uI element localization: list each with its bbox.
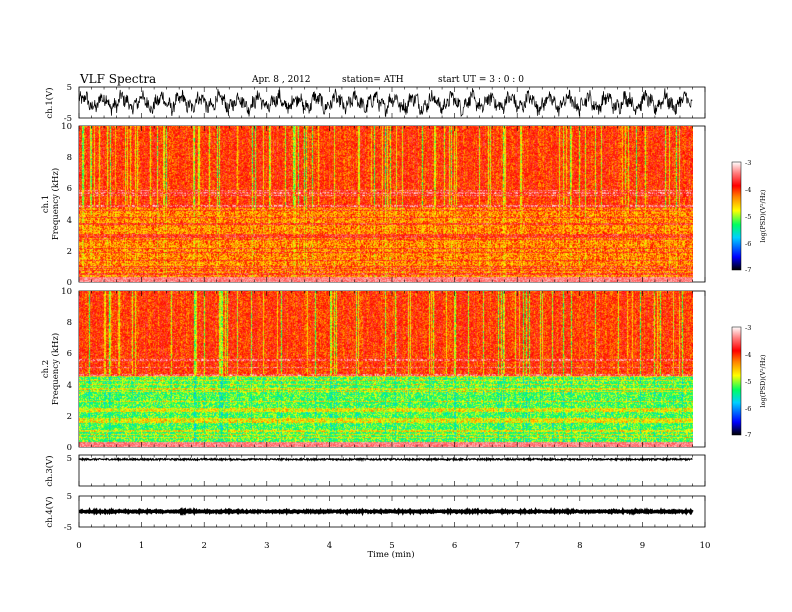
ch4-waveform-ylabel: ch.4(V) bbox=[44, 496, 55, 527]
ch2-ytick-0: 0 bbox=[67, 443, 72, 453]
ch2-ytick-2: 2 bbox=[67, 412, 72, 422]
ch4-ytick-bottom: -5 bbox=[64, 523, 72, 533]
ch1-ytick-2: 2 bbox=[67, 247, 72, 257]
start-time-label: start UT = 3 : 0 : 0 bbox=[438, 75, 524, 85]
ch2-channel-label: ch.2 bbox=[41, 360, 51, 378]
ch3-waveform-line bbox=[78, 456, 693, 463]
ch2-ytick-8: 8 bbox=[67, 318, 72, 328]
ch2-ytick-6: 6 bbox=[67, 349, 72, 359]
figure-title: VLF Spectra bbox=[79, 72, 156, 86]
ch1-ytick-0: 0 bbox=[67, 278, 72, 288]
ch1-spectrogram-panel: 0 2 4 6 8 10 ch.1 Frequency (kHz) -3 -4 … bbox=[41, 122, 767, 288]
ch1-cbtick-m4: -4 bbox=[745, 186, 751, 194]
x-tick-label-3: 3 bbox=[264, 541, 269, 551]
time-axis-tick-labels: 0 1 2 3 4 5 6 7 8 9 10 bbox=[76, 541, 710, 551]
time-axis-ticks bbox=[78, 87, 706, 527]
ch4-waveform-panel: 5 -5 ch.4(V) bbox=[44, 492, 706, 533]
ch2-spectrogram-panel: 0 2 4 6 8 10 ch.2 Frequency (kHz) -3 -4 … bbox=[41, 287, 767, 453]
ch2-frequency-ylabel: Frequency (kHz) bbox=[50, 333, 61, 405]
ch3-waveform-panel: 5 ch.3(V) bbox=[44, 454, 706, 487]
ch2-cbtick-m3: -3 bbox=[745, 324, 751, 332]
ch1-colorbar-label: log(PSD)(V²/Hz) bbox=[759, 189, 767, 242]
ch2-cbtick-m5: -5 bbox=[745, 378, 751, 386]
ch1-frequency-ylabel: Frequency (kHz) bbox=[50, 168, 61, 240]
x-tick-label-5: 5 bbox=[389, 541, 394, 551]
ch2-cbtick-m6: -6 bbox=[745, 405, 751, 413]
x-tick-label-4: 4 bbox=[327, 541, 332, 551]
ch1-cbtick-m3: -3 bbox=[745, 159, 751, 167]
ch1-ytick-6: 6 bbox=[67, 184, 72, 194]
ch2-colorbar bbox=[731, 326, 742, 436]
ch3-ytick-top: 5 bbox=[67, 454, 72, 464]
ch1-waveform-line bbox=[78, 88, 693, 118]
ch1-ytick-10: 10 bbox=[61, 122, 72, 132]
ch2-spectrogram-image bbox=[79, 291, 693, 447]
ch1-waveform-panel: 5 -5 ch.1(V) bbox=[44, 83, 706, 124]
ch1-cbtick-m6: -6 bbox=[745, 240, 751, 248]
x-tick-label-0: 0 bbox=[76, 541, 81, 551]
ch4-waveform-line bbox=[78, 506, 694, 517]
date-label: Apr. 8 , 2012 bbox=[251, 75, 311, 85]
ch1-spectrogram-image bbox=[79, 126, 693, 282]
ch1-ytick-8: 8 bbox=[67, 153, 72, 163]
ch1-ytick-4: 4 bbox=[67, 216, 72, 226]
ch2-colorbar-label: log(PSD)(V²/Hz) bbox=[759, 354, 767, 407]
ch1-cbtick-m7: -7 bbox=[745, 266, 751, 274]
time-axis-label: Time (min) bbox=[367, 549, 414, 560]
ch1-ytick-bottom: -5 bbox=[64, 114, 72, 124]
ch2-cbtick-m4: -4 bbox=[745, 351, 751, 359]
ch2-ytick-4: 4 bbox=[67, 381, 72, 391]
x-tick-label-7: 7 bbox=[514, 541, 519, 551]
x-tick-label-6: 6 bbox=[452, 541, 457, 551]
ch1-colorbar bbox=[731, 161, 742, 271]
x-tick-label-2: 2 bbox=[201, 541, 206, 551]
x-tick-label-1: 1 bbox=[139, 541, 144, 551]
station-label: station= ATH bbox=[342, 75, 404, 85]
ch2-ytick-10: 10 bbox=[61, 287, 72, 297]
ch1-spectrogram-yticks: 0 2 4 6 8 10 bbox=[61, 122, 72, 288]
ch3-waveform-ylabel: ch.3(V) bbox=[44, 455, 55, 486]
ch2-spectrogram-yticks: 0 2 4 6 8 10 bbox=[61, 287, 72, 453]
x-tick-label-9: 9 bbox=[640, 541, 645, 551]
x-tick-label-8: 8 bbox=[577, 541, 582, 551]
ch2-cbtick-m7: -7 bbox=[745, 431, 751, 439]
ch1-ytick-top: 5 bbox=[67, 83, 72, 93]
ch1-waveform-ylabel: ch.1(V) bbox=[44, 87, 55, 118]
ch1-cbtick-m5: -5 bbox=[745, 213, 751, 221]
x-tick-label-10: 10 bbox=[700, 541, 711, 551]
ch4-ytick-top: 5 bbox=[67, 492, 72, 502]
ch1-channel-label: ch.1 bbox=[41, 195, 51, 213]
